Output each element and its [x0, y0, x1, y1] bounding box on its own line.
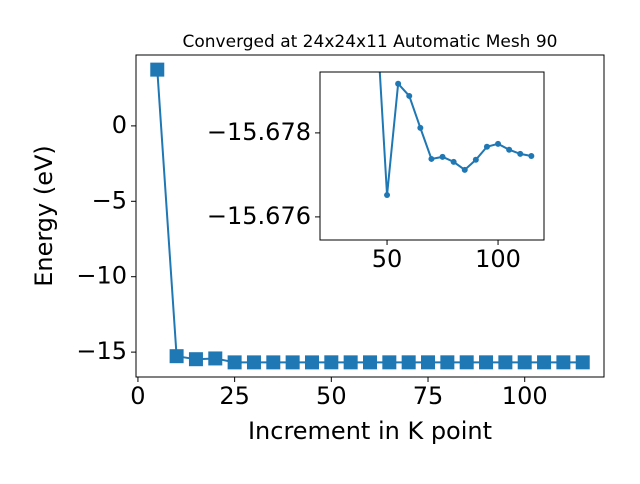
marker [575, 355, 590, 370]
marker [417, 124, 424, 131]
marker [472, 156, 479, 163]
y-axis-label: Energy (eV) [30, 145, 58, 287]
marker [208, 351, 223, 366]
marker [188, 352, 203, 367]
x-axis-label: Increment in K point [248, 417, 492, 445]
x-tick-label: 50 [372, 245, 403, 273]
x-tick-label: 100 [502, 382, 548, 410]
marker [459, 355, 474, 370]
x-tick-label: 100 [475, 245, 521, 273]
marker [479, 355, 494, 370]
x-tick-label: 50 [316, 382, 347, 410]
marker [266, 355, 281, 370]
chart-title: Converged at 24x24x11 Automatic Mesh 90 [183, 32, 558, 52]
marker [495, 140, 502, 147]
axes-frame [135, 54, 605, 378]
marker [227, 355, 242, 370]
marker [324, 355, 339, 370]
marker [517, 355, 532, 370]
marker [363, 355, 377, 370]
marker [246, 355, 261, 370]
y-tick-label: 0 [112, 111, 127, 139]
marker [384, 192, 391, 199]
marker [498, 355, 513, 370]
marker [483, 143, 490, 150]
marker [428, 155, 435, 162]
x-tick-label: 25 [219, 382, 250, 410]
marker [461, 166, 468, 173]
x-tick-label: 0 [130, 382, 145, 410]
axes-frame [319, 71, 545, 241]
marker [343, 355, 358, 370]
marker [421, 355, 436, 370]
x-tick-label: 75 [413, 382, 444, 410]
y-tick-label: −15.678 [207, 118, 311, 146]
plot-content [373, 4, 535, 199]
marker [450, 158, 457, 165]
marker [304, 355, 319, 370]
marker [406, 92, 413, 99]
marker [528, 153, 535, 159]
plot-content [150, 62, 590, 370]
marker [169, 349, 184, 364]
marker [506, 146, 513, 153]
marker [401, 355, 416, 370]
marker [373, 4, 379, 10]
y-tick-label: −10 [76, 262, 127, 290]
marker [395, 80, 402, 87]
marker [556, 355, 571, 370]
y-tick-label: −15 [76, 337, 127, 365]
marker [537, 355, 552, 370]
marker [150, 62, 165, 77]
marker [285, 355, 300, 370]
y-tick-label: −5 [92, 186, 127, 214]
marker [439, 153, 446, 160]
y-tick-label: −15.676 [207, 202, 311, 230]
marker [382, 355, 397, 370]
marker [517, 150, 524, 157]
marker [440, 355, 455, 370]
